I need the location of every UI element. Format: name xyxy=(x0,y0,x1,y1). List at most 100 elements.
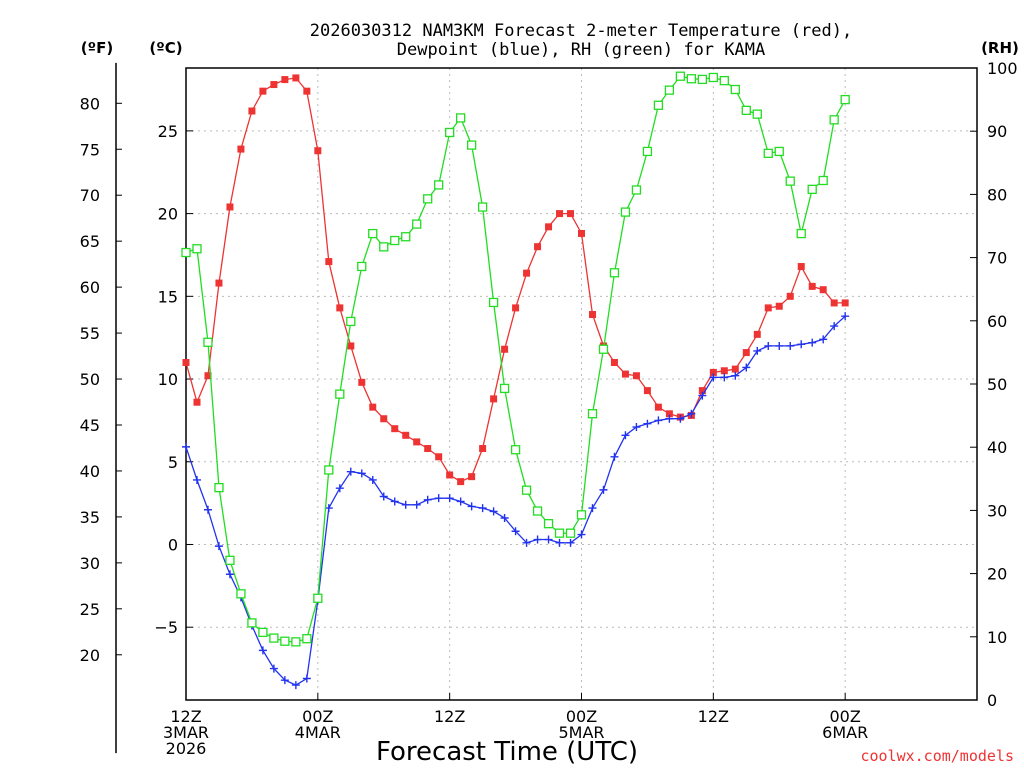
fahrenheit-tick-label: 80 xyxy=(80,94,100,113)
data-point xyxy=(665,414,674,423)
data-point xyxy=(554,528,565,538)
data-point xyxy=(808,282,816,290)
celsius-tick-label: −5 xyxy=(154,618,178,637)
celsius-tick-label: 0 xyxy=(168,535,178,554)
watermark-text: coolwx.com/models xyxy=(860,747,1014,765)
data-point xyxy=(325,258,333,266)
data-point xyxy=(457,478,465,486)
data-point xyxy=(620,207,631,217)
data-point xyxy=(390,235,400,246)
data-point xyxy=(653,100,664,110)
rh-tick-label: 70 xyxy=(987,249,1007,268)
data-point xyxy=(819,286,827,294)
data-point xyxy=(214,542,223,551)
data-point xyxy=(335,389,345,399)
rh-tick-label: 20 xyxy=(987,565,1007,584)
fahrenheit-tick-label: 70 xyxy=(80,186,100,205)
data-point xyxy=(796,228,806,239)
rh-tick-label: 60 xyxy=(987,312,1007,331)
data-point xyxy=(664,85,675,95)
data-point xyxy=(731,371,740,380)
data-point xyxy=(445,127,455,138)
data-point xyxy=(577,530,586,539)
data-point xyxy=(720,373,729,382)
data-point xyxy=(742,349,750,357)
data-point xyxy=(534,243,542,251)
data-point xyxy=(598,344,609,354)
data-point xyxy=(709,373,718,382)
data-point xyxy=(247,618,257,628)
fahrenheit-tick-label: 45 xyxy=(80,416,100,435)
rh-tick-label: 100 xyxy=(987,59,1018,78)
data-point xyxy=(785,176,795,186)
data-point xyxy=(225,555,235,565)
celsius-tick-label: 10 xyxy=(158,370,178,389)
data-point xyxy=(512,304,520,312)
data-point xyxy=(555,538,564,547)
data-point xyxy=(588,504,597,513)
data-point xyxy=(643,387,651,395)
x-tick-label: 4MAR xyxy=(295,723,341,742)
data-point xyxy=(841,299,849,307)
data-point xyxy=(434,494,443,503)
data-point xyxy=(621,370,629,378)
data-point xyxy=(192,475,201,484)
data-point xyxy=(204,372,212,380)
data-point xyxy=(269,664,278,673)
data-point xyxy=(697,74,707,85)
data-point xyxy=(226,203,234,211)
data-point xyxy=(270,81,278,89)
fahrenheit-unit-label: (ºF) xyxy=(81,39,113,57)
data-point xyxy=(445,494,454,503)
data-point xyxy=(730,84,740,95)
data-point xyxy=(807,184,817,194)
data-point xyxy=(632,372,640,380)
data-point xyxy=(698,391,707,400)
fahrenheit-tick-label: 60 xyxy=(80,278,100,297)
series-line xyxy=(185,75,846,643)
data-point xyxy=(292,74,300,82)
chart-title-line2: Dewpoint (blue), RH (green) for KAMA xyxy=(397,40,765,60)
data-point xyxy=(643,419,652,428)
data-point xyxy=(324,465,334,475)
data-point xyxy=(840,94,850,105)
data-point xyxy=(543,519,554,529)
data-point xyxy=(654,403,662,411)
axes: 20 25 30 35 40 45 50 55 60 65 70 75 80 −5 0 5 10 15 20 25 0 1… xyxy=(80,59,1018,758)
data-point xyxy=(522,538,531,547)
data-point xyxy=(456,497,465,506)
data-point xyxy=(719,75,729,86)
data-point xyxy=(357,261,367,272)
data-point xyxy=(347,342,355,350)
data-point xyxy=(358,378,366,386)
data-point xyxy=(797,263,805,271)
data-point xyxy=(380,415,388,423)
series-2-meter-temperature xyxy=(182,74,849,486)
data-point xyxy=(479,445,487,453)
fahrenheit-tick-label: 35 xyxy=(80,508,100,527)
data-point xyxy=(609,268,620,278)
data-point xyxy=(698,387,706,395)
fahrenheit-tick-label: 75 xyxy=(80,140,100,159)
data-point xyxy=(237,145,245,153)
data-point xyxy=(786,292,794,300)
data-point xyxy=(819,335,828,344)
data-point xyxy=(731,365,739,373)
data-point xyxy=(215,279,223,287)
data-point xyxy=(675,71,686,81)
data-point xyxy=(830,322,839,331)
data-point xyxy=(182,358,190,366)
data-point xyxy=(291,637,301,647)
data-point xyxy=(468,473,476,481)
fahrenheit-tick-label: 50 xyxy=(80,370,100,389)
data-point xyxy=(391,425,399,433)
data-point xyxy=(379,492,388,501)
data-point xyxy=(402,431,410,439)
data-point xyxy=(720,367,728,375)
x-tick-label: 00Z xyxy=(302,707,333,726)
data-point xyxy=(687,409,696,418)
rh-unit-label: (RH) xyxy=(981,39,1019,57)
data-point xyxy=(753,346,762,355)
data-point xyxy=(665,410,673,418)
